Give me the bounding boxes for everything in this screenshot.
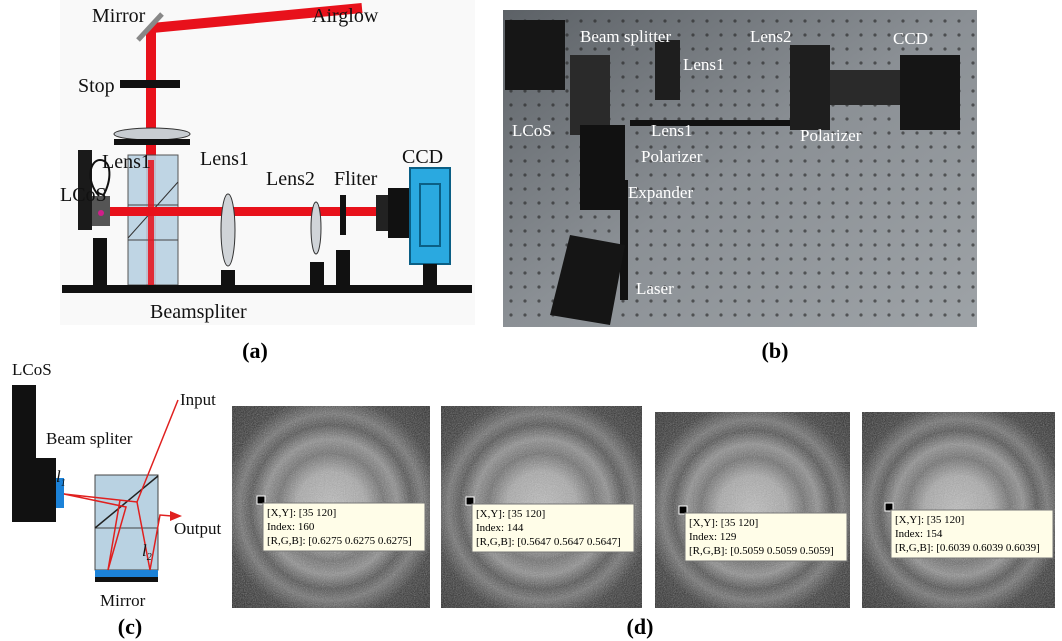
label: Airglow bbox=[312, 5, 379, 27]
label: Mirror bbox=[92, 5, 146, 27]
datatip-line: [R,G,B]: [0.6275 0.6275 0.6275] bbox=[267, 535, 412, 547]
device bbox=[790, 45, 830, 130]
label: Lens1 bbox=[683, 55, 725, 74]
datatip-line: [X,Y]: [35 120] bbox=[267, 507, 336, 519]
subscript: 2 bbox=[147, 552, 152, 563]
label: Beamspliter bbox=[150, 301, 247, 323]
datatip-line: Index: 129 bbox=[689, 531, 737, 543]
caption: (a) bbox=[242, 338, 268, 363]
panel-a: Mirror Airglow Stop Lens1 LCoS Lens1 Len… bbox=[60, 0, 475, 363]
label: l1 bbox=[56, 467, 66, 489]
datatip-line: [X,Y]: [35 120] bbox=[476, 508, 545, 520]
datatip-line: Index: 160 bbox=[267, 521, 315, 533]
label: Lens1 bbox=[200, 148, 249, 170]
label: Polarizer bbox=[800, 126, 862, 145]
panel-b: Beam splitter Lens2 CCD Lens1 LCoS Lens1… bbox=[503, 10, 977, 363]
label: Lens2 bbox=[750, 27, 792, 46]
lcos-dot bbox=[98, 210, 104, 216]
panel-c: LCoS Input Beam spliter Output Mirror l1… bbox=[12, 360, 222, 639]
label: Beam spliter bbox=[46, 429, 133, 448]
page: Mirror Airglow Stop Lens1 LCoS Lens1 Len… bbox=[0, 0, 1062, 641]
post bbox=[336, 250, 350, 285]
ccd-lens bbox=[388, 188, 410, 238]
label: Lens1 bbox=[651, 121, 693, 140]
datatip-line: Index: 144 bbox=[476, 522, 524, 534]
caption: (b) bbox=[762, 338, 789, 363]
datatip-line: [R,G,B]: [0.5647 0.5647 0.5647] bbox=[476, 536, 621, 548]
subscript: 1 bbox=[61, 478, 66, 489]
mirror bbox=[95, 570, 158, 577]
label: Mirror bbox=[100, 591, 146, 610]
device bbox=[900, 55, 960, 130]
ccd bbox=[410, 168, 450, 264]
datatip-line: Index: 154 bbox=[895, 528, 943, 540]
fringe-image: [X,Y]: [35 120] Index: 129 [R,G,B]: [0.505… bbox=[655, 412, 850, 608]
ccd-lens bbox=[376, 195, 388, 231]
lens bbox=[221, 194, 235, 266]
stop bbox=[120, 80, 180, 88]
lens-holder bbox=[114, 139, 190, 145]
label: Stop bbox=[78, 75, 115, 97]
device bbox=[570, 55, 610, 135]
label: Expander bbox=[628, 183, 693, 202]
lens bbox=[311, 202, 321, 254]
lcos bbox=[36, 458, 56, 522]
filter bbox=[340, 195, 346, 235]
datatip-line: [X,Y]: [35 120] bbox=[689, 517, 758, 529]
base bbox=[62, 285, 472, 293]
label: LCoS bbox=[60, 184, 107, 206]
caption: (d) bbox=[627, 614, 654, 639]
post bbox=[93, 238, 107, 285]
label: Beam splitter bbox=[580, 27, 671, 46]
label: Fliter bbox=[334, 168, 378, 190]
datatip-line: [R,G,B]: [0.5059 0.5059 0.5059] bbox=[689, 545, 834, 557]
mirror-base bbox=[95, 577, 158, 582]
fringe-image: [X,Y]: [35 120] Index: 160 [R,G,B]: [0.627… bbox=[232, 406, 430, 608]
post bbox=[423, 264, 437, 285]
device bbox=[655, 40, 680, 100]
figure: Mirror Airglow Stop Lens1 LCoS Lens1 Len… bbox=[0, 0, 1062, 641]
label: Output bbox=[174, 519, 222, 538]
label: LCoS bbox=[12, 360, 52, 379]
datatip-line: [X,Y]: [35 120] bbox=[895, 514, 964, 526]
datatip-line: [R,G,B]: [0.6039 0.6039 0.6039] bbox=[895, 542, 1040, 554]
post bbox=[310, 262, 324, 285]
beam-in-cube bbox=[148, 160, 154, 285]
lcos bbox=[12, 385, 36, 522]
label: Input bbox=[180, 390, 216, 409]
fringe-image: [X,Y]: [35 120] Index: 154 [R,G,B]: [0.603… bbox=[862, 412, 1055, 608]
caption: (c) bbox=[118, 614, 142, 639]
label: CCD bbox=[402, 146, 443, 168]
panel-d: (d) [X,Y]: [35 120] Index: 160 [R,G,B]: [0… bbox=[232, 406, 1055, 639]
label: CCD bbox=[893, 29, 928, 48]
label: Polarizer bbox=[641, 147, 703, 166]
label: Lens1 bbox=[102, 151, 151, 173]
lens bbox=[114, 128, 190, 140]
label: LCoS bbox=[512, 121, 552, 140]
fringe-image: [X,Y]: [35 120] Index: 144 [R,G,B]: [0.564… bbox=[441, 406, 642, 608]
label: Laser bbox=[636, 279, 674, 298]
device bbox=[830, 70, 900, 105]
rail bbox=[620, 180, 628, 300]
label: Lens2 bbox=[266, 168, 315, 190]
post bbox=[221, 270, 235, 285]
device bbox=[580, 125, 625, 210]
device bbox=[505, 20, 565, 90]
